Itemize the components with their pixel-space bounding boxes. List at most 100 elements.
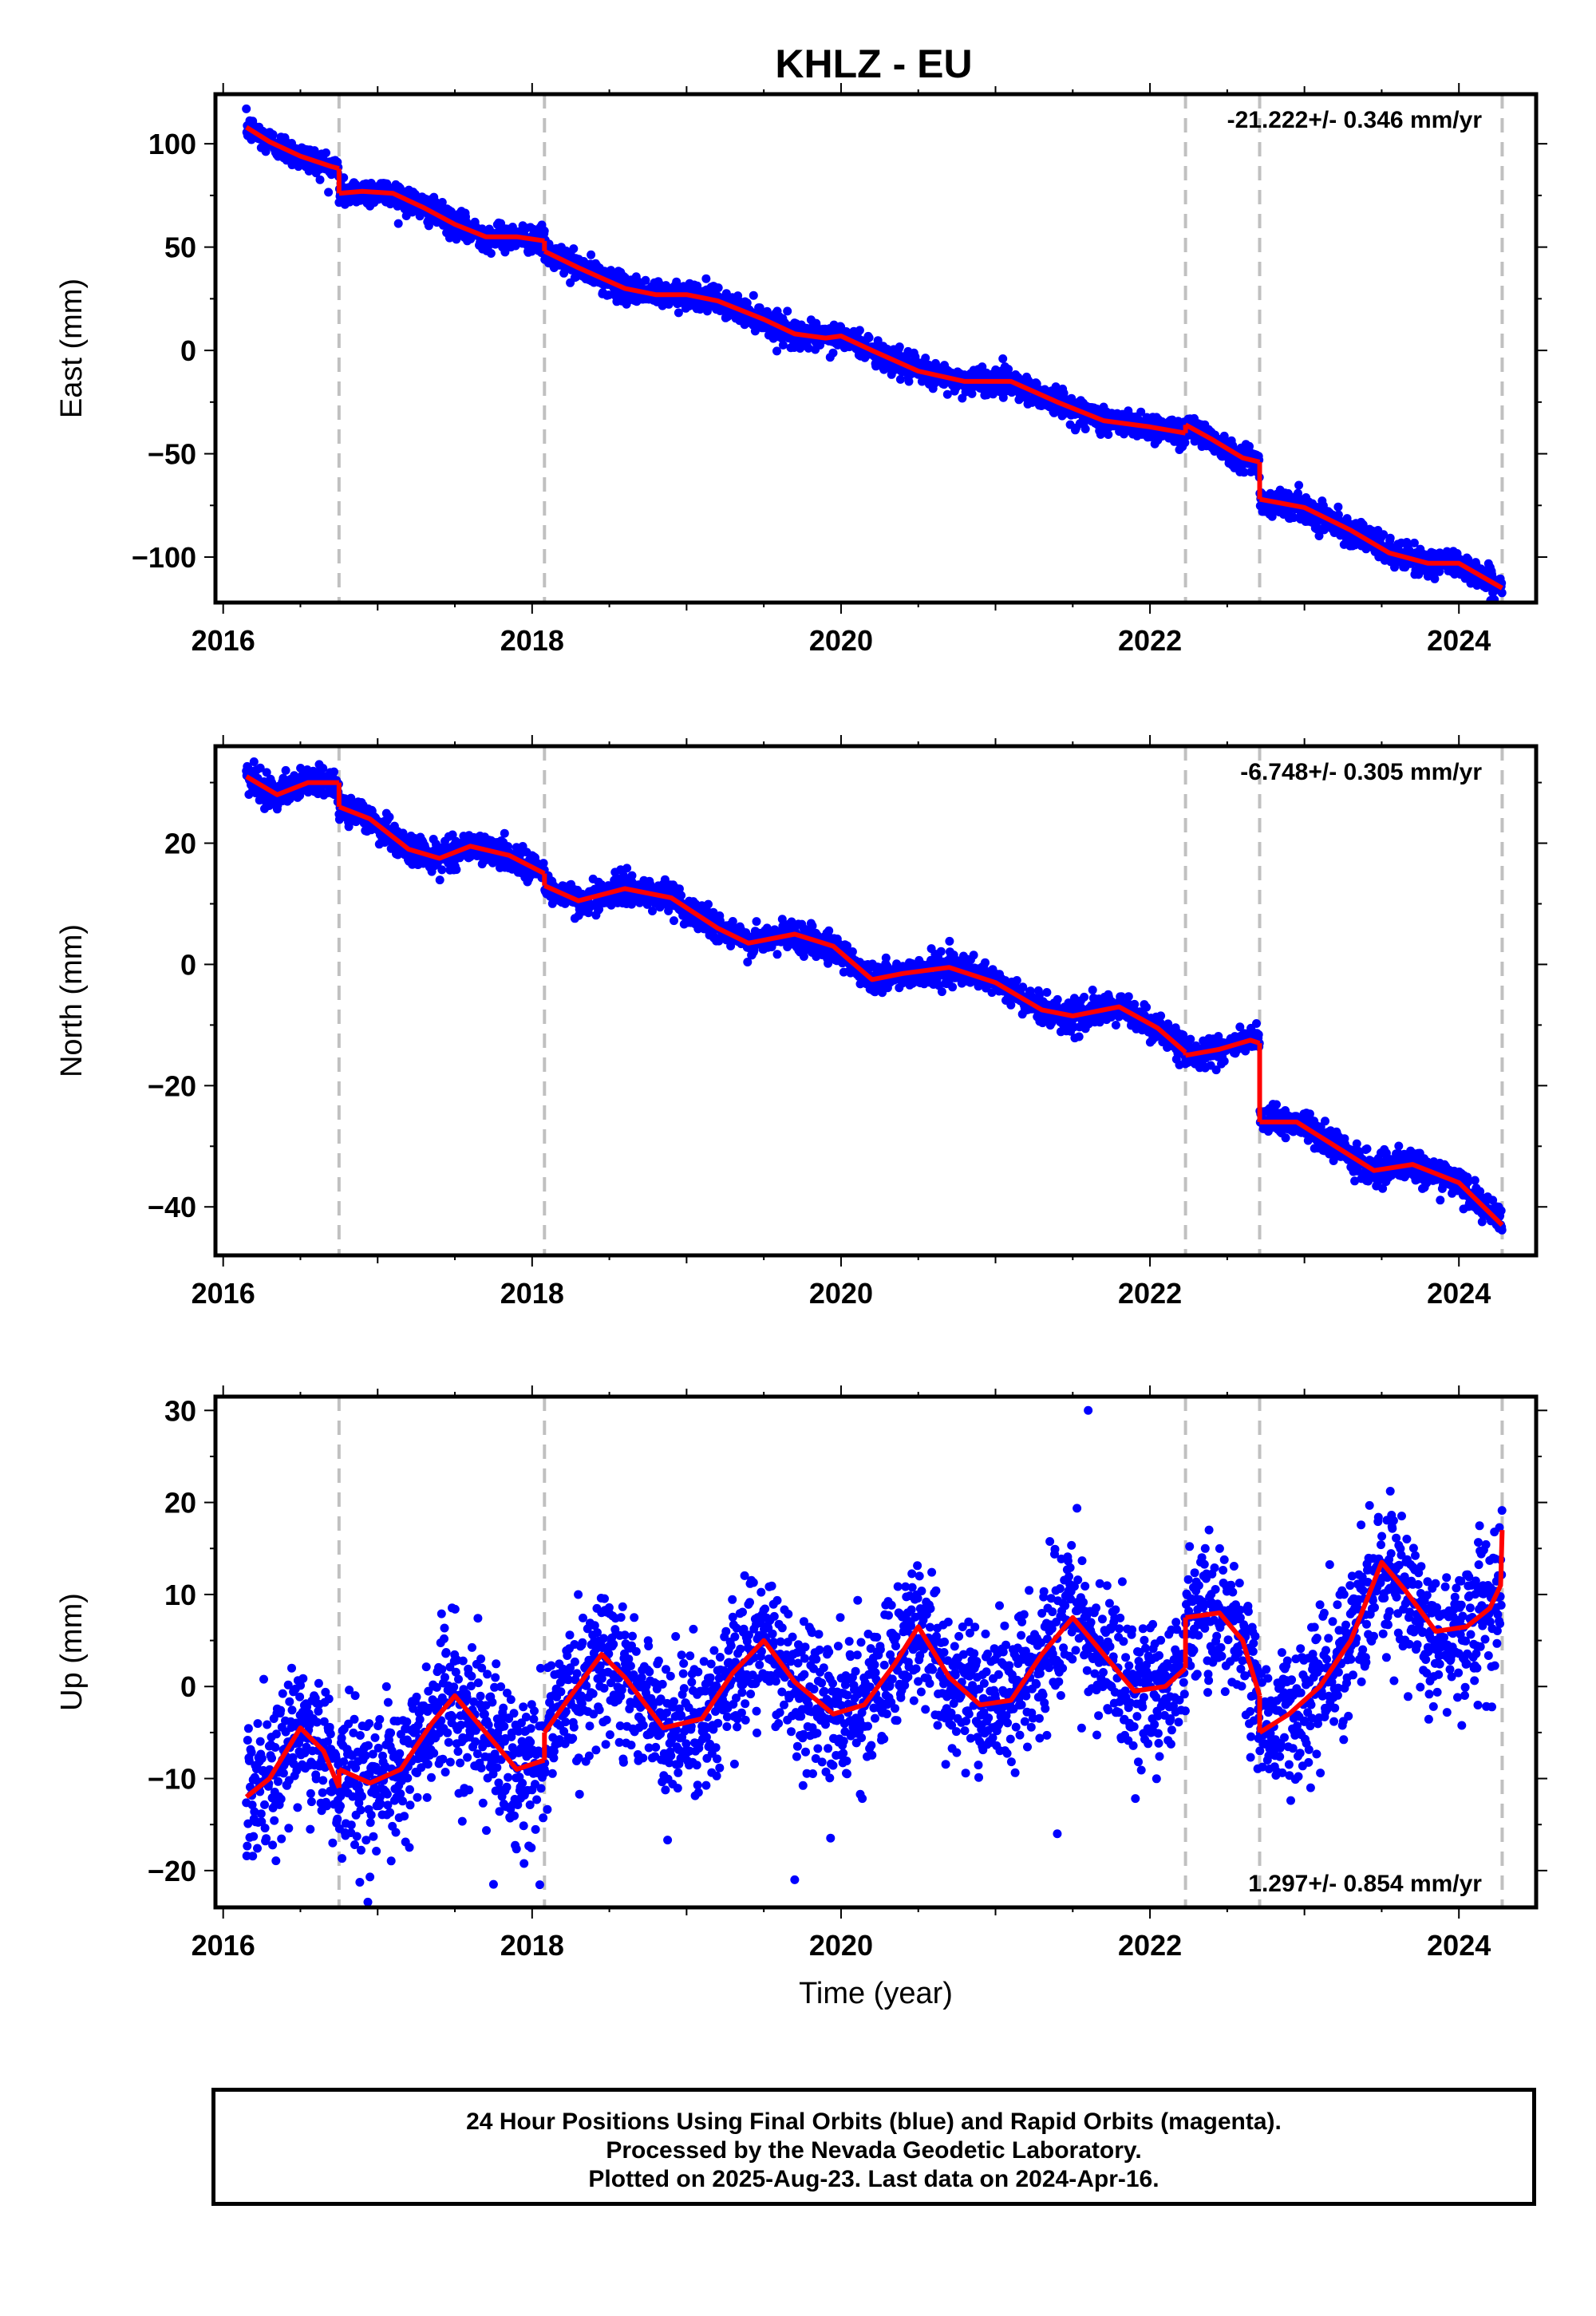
data-point (1053, 994, 1062, 1004)
y-tick-label: −50 (148, 438, 196, 471)
data-point (249, 757, 259, 766)
data-point (1104, 430, 1113, 439)
data-point (539, 859, 548, 868)
data-point (1042, 988, 1052, 997)
data-point (847, 947, 857, 956)
data-point (942, 389, 952, 399)
data-point (622, 864, 632, 873)
data-point (778, 340, 788, 350)
data-point (967, 389, 977, 398)
data-point (1289, 513, 1298, 523)
data-point (415, 211, 425, 221)
rate-label: -21.222+/- 0.346 mm/yr (1227, 107, 1483, 133)
data-point (828, 348, 838, 358)
data-point (1239, 468, 1249, 477)
data-point (1092, 404, 1101, 413)
data-point (777, 915, 787, 924)
data-point (881, 953, 891, 962)
data-point (539, 226, 549, 235)
data-point (315, 175, 325, 184)
data-point (262, 768, 271, 777)
data-point (569, 244, 579, 254)
data-point (324, 188, 334, 197)
data-point (799, 952, 808, 961)
data-point (627, 871, 637, 880)
y-tick-label: 100 (148, 128, 196, 160)
data-point (1294, 480, 1304, 490)
data-point (261, 147, 271, 156)
data-point (595, 904, 604, 914)
data-point (804, 343, 813, 353)
data-point (783, 306, 792, 316)
data-point (1333, 510, 1343, 520)
data-point (255, 763, 265, 773)
x-tick-label: 2018 (500, 624, 564, 657)
data-point (936, 947, 946, 956)
plot-area (242, 94, 1507, 603)
x-tick-label: 2022 (1118, 624, 1182, 657)
data-point (587, 250, 596, 259)
observations-series (242, 757, 1507, 1235)
plot-area (242, 746, 1507, 1255)
data-point (816, 340, 825, 350)
data-point (948, 982, 958, 992)
data-point (1080, 425, 1090, 433)
data-point (713, 283, 723, 293)
data-point (1180, 438, 1190, 448)
data-point (393, 219, 403, 228)
data-point (1006, 1000, 1016, 1010)
data-point (1004, 365, 1013, 374)
data-point (437, 865, 447, 875)
y-axis-label: East (mm) (55, 279, 89, 418)
data-point (1333, 502, 1343, 512)
data-point (701, 274, 711, 283)
data-point (604, 290, 614, 300)
observations-series (242, 104, 1507, 603)
x-tick-label: 2020 (809, 624, 873, 657)
data-point (752, 917, 761, 927)
data-point (945, 936, 954, 946)
data-point (1314, 532, 1324, 540)
data-point (437, 198, 447, 207)
data-point (1385, 533, 1395, 543)
data-point (448, 830, 457, 840)
data-point (500, 828, 509, 838)
data-point (296, 764, 306, 773)
data-point (772, 346, 781, 356)
data-point (435, 875, 444, 885)
y-tick-label: 50 (164, 231, 196, 264)
data-point (749, 290, 758, 300)
data-point (330, 767, 338, 777)
data-point (742, 298, 752, 308)
model-line (245, 124, 340, 172)
data-point (1219, 431, 1229, 441)
data-point (824, 958, 833, 968)
model-line (543, 249, 1187, 436)
data-point (743, 958, 753, 966)
chart-title: KHLZ - EU (775, 41, 972, 86)
data-point (242, 104, 251, 113)
model-line (1184, 422, 1261, 464)
data-point (670, 916, 678, 926)
data-point (674, 308, 683, 318)
data-point (772, 950, 782, 959)
data-point (864, 333, 874, 342)
data-point (322, 148, 330, 157)
data-point (937, 987, 946, 997)
data-point (895, 342, 904, 352)
data-point (385, 812, 394, 822)
data-point (281, 765, 290, 775)
data-point (1267, 512, 1277, 521)
y-tick-label: 0 (180, 334, 196, 367)
data-point (981, 958, 990, 967)
model-series (245, 124, 1503, 591)
x-tick-label: 2024 (1427, 624, 1491, 657)
data-point (855, 326, 864, 335)
model-line (338, 188, 545, 243)
model-line (1258, 496, 1503, 591)
x-tick-label: 2016 (192, 624, 255, 657)
data-point (452, 865, 461, 875)
data-point (808, 921, 817, 931)
data-point (998, 354, 1008, 363)
